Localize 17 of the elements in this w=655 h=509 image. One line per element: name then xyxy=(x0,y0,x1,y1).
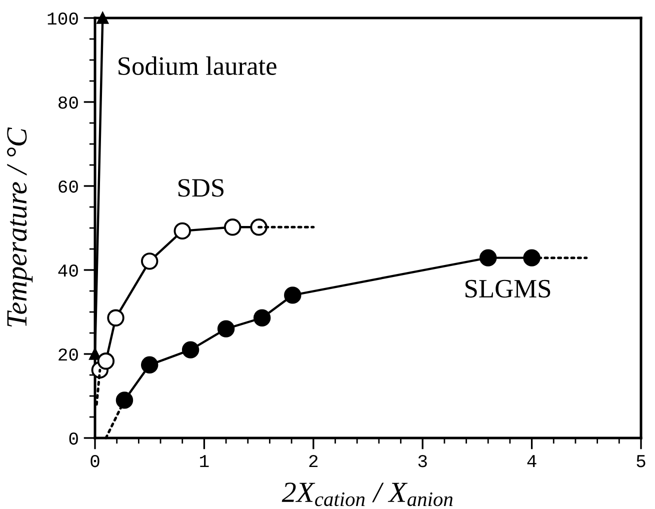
y-tick-label: 80 xyxy=(58,96,78,109)
x-tick-label: 5 xyxy=(636,455,646,468)
x-tick-label: 2 xyxy=(309,454,318,468)
annotation: Sodium laurate xyxy=(118,56,276,76)
y-tick-label: 40 xyxy=(58,264,78,277)
x-tick-label: 0 xyxy=(90,454,100,468)
y-tick-label: 20 xyxy=(58,348,78,361)
y-tick-label: 60 xyxy=(58,180,78,193)
y-tick-label: 0 xyxy=(69,432,78,445)
x-tick-label: 1 xyxy=(200,455,209,468)
y-tick-label: 100 xyxy=(48,12,78,25)
x-axis-title: 2X$_{cation}$ / X$_{anion}$ xyxy=(282,482,453,506)
annotation: SDS xyxy=(178,179,224,197)
y-axis-title: Temperature / °C xyxy=(7,127,33,326)
x-tick-label: 4 xyxy=(527,455,536,468)
annotation: SLGMS xyxy=(466,280,550,298)
x-tick-label: 3 xyxy=(418,454,427,468)
